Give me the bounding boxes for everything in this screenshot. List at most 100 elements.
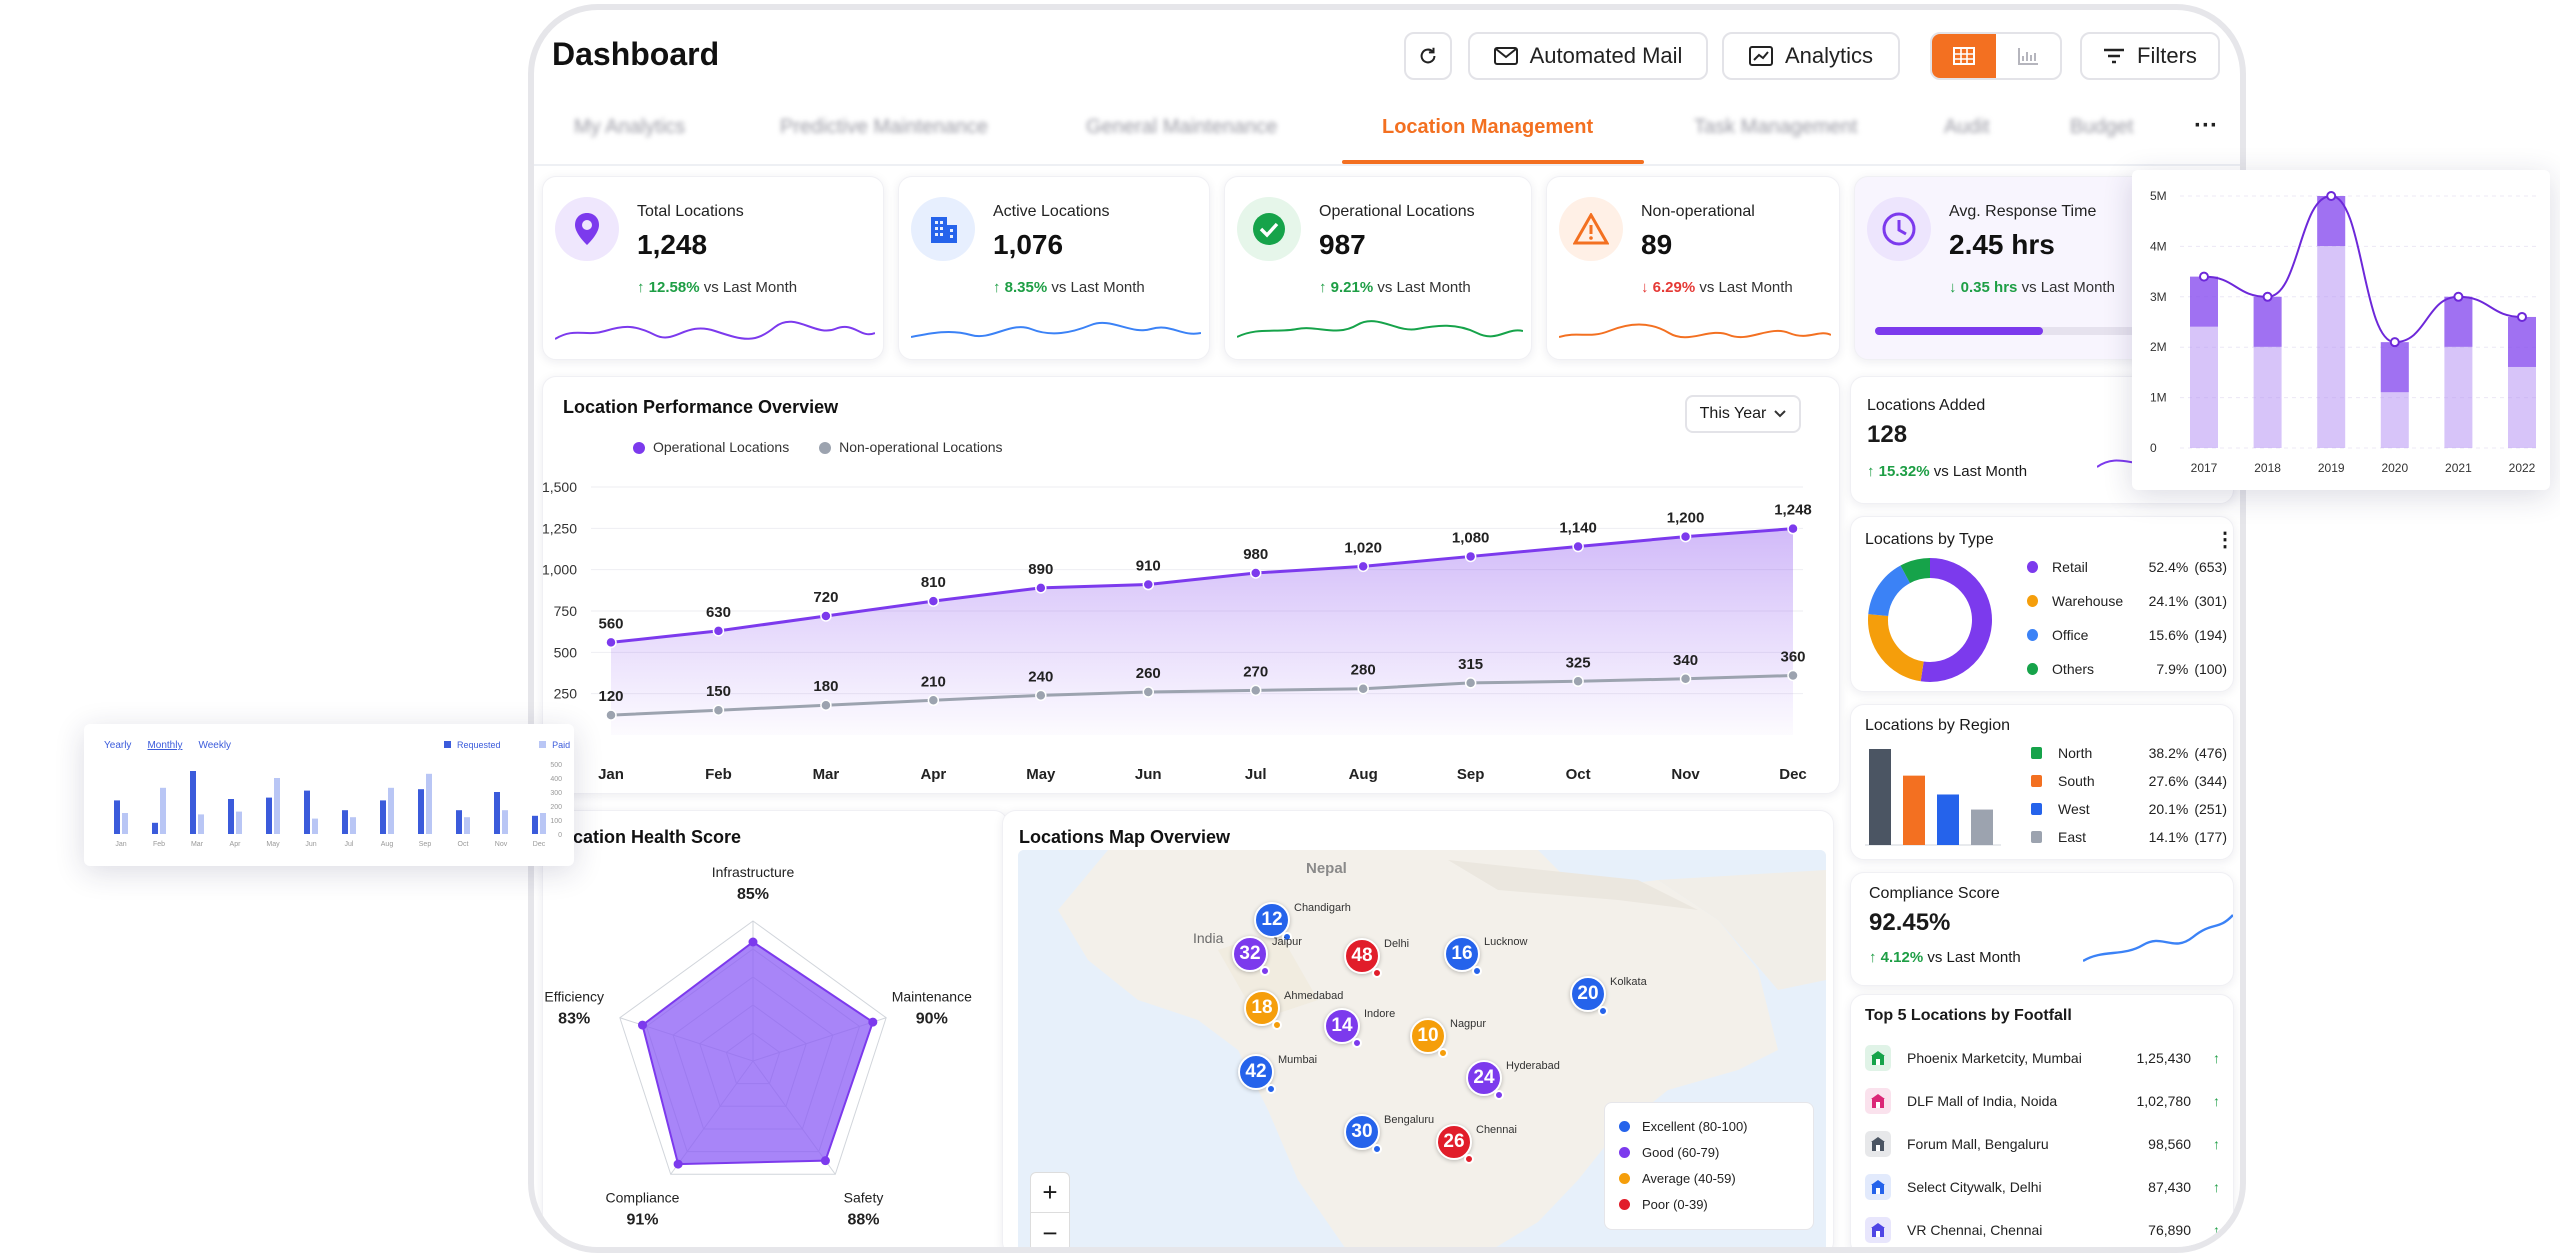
non-operational-point[interactable]: [1357, 682, 1369, 695]
refresh-button[interactable]: [1404, 32, 1452, 80]
requested-bar[interactable]: [266, 797, 272, 834]
operational-point[interactable]: [1142, 578, 1155, 591]
paid-bar[interactable]: [236, 811, 242, 834]
requested-bar[interactable]: [532, 815, 538, 834]
filters-button[interactable]: Filters: [2080, 32, 2220, 80]
requested-bar[interactable]: [152, 822, 158, 834]
non-operational-point[interactable]: [1679, 673, 1692, 685]
analytics-button[interactable]: Analytics: [1722, 32, 1900, 80]
paid-bar[interactable]: [122, 813, 128, 834]
operational-point[interactable]: [605, 636, 617, 649]
area-point[interactable]: [2389, 337, 2400, 348]
india-map[interactable]: Nepal India 12 Chandigarh 48 Delhi 32 Jaipur 1…: [1018, 850, 1826, 1248]
area-point[interactable]: [2262, 291, 2273, 302]
tab-budget[interactable]: Budget: [2070, 116, 2134, 138]
radar-point[interactable]: [748, 937, 758, 947]
operational-point[interactable]: [1035, 582, 1047, 594]
requested-bar[interactable]: [380, 800, 386, 834]
donut-slice[interactable]: [1868, 565, 1911, 617]
radar-point[interactable]: [673, 1159, 683, 1169]
area-point[interactable]: [2517, 311, 2527, 322]
data-label: 360: [1780, 648, 1805, 665]
non-operational-point[interactable]: [1142, 686, 1155, 698]
paid-bar[interactable]: [350, 817, 356, 834]
zoom-out-button[interactable]: −: [1042, 1217, 1058, 1248]
radar-point[interactable]: [637, 1020, 647, 1030]
operational-point[interactable]: [1464, 550, 1477, 563]
data-label: 720: [813, 589, 838, 606]
operational-point[interactable]: [1787, 522, 1799, 535]
radar-point[interactable]: [820, 1156, 830, 1166]
tab-my-analytics[interactable]: My Analytics: [574, 116, 686, 138]
tab-predictive-maintenance[interactable]: Predictive Maintenance: [780, 116, 988, 138]
more-options-icon[interactable]: ⋮: [2215, 529, 2235, 551]
footfall-row[interactable]: Forum Mall, Bengaluru 98,560 ↑: [1865, 1129, 2225, 1159]
radar-point[interactable]: [868, 1017, 878, 1027]
operational-point[interactable]: [1249, 567, 1262, 579]
region-bar[interactable]: [1937, 794, 1959, 845]
area-point[interactable]: [2326, 191, 2337, 201]
zoom-in-button[interactable]: +: [1031, 1173, 1069, 1213]
paid-bar[interactable]: [464, 817, 470, 834]
non-operational-point[interactable]: [1572, 675, 1584, 688]
operational-point[interactable]: [712, 625, 725, 637]
non-operational-point[interactable]: [927, 694, 940, 707]
operational-point[interactable]: [1572, 540, 1584, 553]
operational-point[interactable]: [927, 595, 940, 607]
more-tabs-icon[interactable]: ···: [2194, 112, 2218, 139]
float-tab-weekly[interactable]: Weekly: [198, 740, 232, 751]
donut-slice[interactable]: [1868, 614, 1925, 682]
requested-bar[interactable]: [190, 771, 196, 834]
type-legend-item: Warehouse 24.1% (301): [2027, 593, 2227, 609]
float-tab-yearly[interactable]: Yearly: [104, 740, 132, 751]
operational-point[interactable]: [1679, 530, 1692, 543]
region-bar[interactable]: [1869, 749, 1891, 845]
chart-view-button[interactable]: [1996, 34, 2060, 78]
donut-slice[interactable]: [1920, 558, 1992, 682]
requested-bar[interactable]: [304, 790, 310, 834]
paid-bar[interactable]: [540, 813, 546, 834]
non-operational-point[interactable]: [1787, 669, 1799, 682]
paid-bar[interactable]: [502, 810, 508, 834]
requested-bar[interactable]: [456, 810, 462, 834]
footfall-row[interactable]: VR Chennai, Chennai 76,890 ↑: [1865, 1215, 2225, 1245]
marker-count: 14: [1324, 1008, 1360, 1044]
requested-bar[interactable]: [418, 789, 424, 834]
paid-bar[interactable]: [160, 787, 166, 834]
automated-mail-label: Automated Mail: [1529, 43, 1683, 68]
tab-audit[interactable]: Audit: [1944, 116, 1990, 138]
non-operational-point[interactable]: [712, 704, 725, 716]
tab-location-management[interactable]: Location Management: [1382, 116, 1594, 138]
paid-bar[interactable]: [312, 818, 318, 834]
automated-mail-button[interactable]: Automated Mail: [1468, 32, 1708, 80]
region-bar[interactable]: [1903, 775, 1925, 845]
operational-point[interactable]: [820, 610, 832, 622]
non-operational-point[interactable]: [820, 699, 832, 711]
period-select[interactable]: This Year: [1685, 395, 1801, 433]
non-operational-point[interactable]: [1464, 677, 1477, 689]
tab-task-management[interactable]: Task Management: [1694, 116, 1858, 138]
paid-bar[interactable]: [426, 773, 432, 834]
region-bar[interactable]: [1971, 809, 1993, 845]
requested-bar[interactable]: [228, 799, 234, 834]
paid-bar[interactable]: [388, 787, 394, 834]
area-point[interactable]: [2199, 271, 2209, 282]
footfall-row[interactable]: Select Citywalk, Delhi 87,430 ↑: [1865, 1172, 2225, 1202]
paid-bar[interactable]: [274, 778, 280, 834]
requested-bar[interactable]: [114, 800, 120, 834]
non-operational-point[interactable]: [1249, 684, 1262, 697]
footfall-row[interactable]: Phoenix Marketcity, Mumbai 1,25,430 ↑: [1865, 1043, 2225, 1073]
tab-general-maintenance[interactable]: General Maintenance: [1086, 116, 1278, 138]
requested-bar[interactable]: [494, 792, 500, 834]
non-operational-point[interactable]: [1035, 689, 1047, 702]
footfall-row[interactable]: DLF Mall of India, Noida 1,02,780 ↑: [1865, 1086, 2225, 1116]
non-operational-point[interactable]: [605, 709, 617, 721]
compliance-card: Compliance Score 92.45% ↑ 4.12% vs Last …: [1850, 872, 2234, 986]
requested-bar[interactable]: [342, 810, 348, 834]
grid-view-button[interactable]: [1932, 34, 1996, 78]
float-tab-monthly[interactable]: Monthly: [147, 740, 183, 751]
paid-bar[interactable]: [198, 814, 204, 834]
operational-point[interactable]: [1357, 560, 1369, 573]
area-point[interactable]: [2453, 291, 2464, 302]
donut-slice[interactable]: [1900, 558, 1931, 584]
